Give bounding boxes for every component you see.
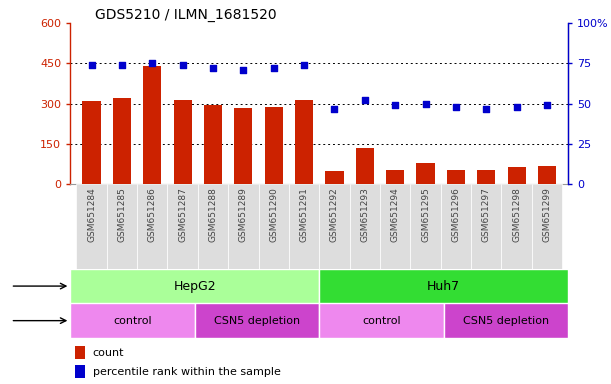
- Bar: [195, 303, 320, 338]
- Text: GSM651285: GSM651285: [117, 187, 126, 242]
- Text: GSM651298: GSM651298: [512, 187, 521, 242]
- Point: [481, 106, 491, 112]
- Bar: [76, 184, 107, 269]
- Bar: [75, 346, 85, 359]
- Bar: [441, 184, 471, 269]
- Bar: [70, 269, 320, 303]
- Point: [147, 60, 157, 66]
- Bar: [532, 184, 562, 269]
- Bar: [444, 303, 568, 338]
- Bar: [356, 148, 374, 184]
- Bar: [447, 170, 465, 184]
- Text: GSM651297: GSM651297: [481, 187, 491, 242]
- Point: [238, 67, 248, 73]
- Point: [542, 102, 552, 108]
- Bar: [198, 184, 228, 269]
- Bar: [471, 184, 502, 269]
- Text: Huh7: Huh7: [427, 280, 460, 293]
- Bar: [113, 98, 131, 184]
- Bar: [417, 163, 434, 184]
- Point: [420, 101, 430, 107]
- Text: GSM651287: GSM651287: [178, 187, 187, 242]
- Bar: [204, 105, 222, 184]
- Point: [512, 104, 522, 110]
- Point: [360, 98, 370, 104]
- Bar: [386, 170, 404, 184]
- Point: [451, 104, 461, 110]
- Text: GSM651299: GSM651299: [543, 187, 552, 242]
- Point: [269, 65, 279, 71]
- Text: CSN5 depletion: CSN5 depletion: [463, 316, 549, 326]
- Text: GSM651293: GSM651293: [360, 187, 369, 242]
- Text: GSM651295: GSM651295: [421, 187, 430, 242]
- Bar: [234, 108, 252, 184]
- Bar: [325, 171, 343, 184]
- Text: count: count: [93, 348, 124, 358]
- Bar: [82, 101, 101, 184]
- Text: CSN5 depletion: CSN5 depletion: [214, 316, 300, 326]
- Text: percentile rank within the sample: percentile rank within the sample: [93, 367, 280, 377]
- Bar: [477, 170, 496, 184]
- Bar: [265, 107, 283, 184]
- Text: GDS5210 / ILMN_1681520: GDS5210 / ILMN_1681520: [95, 8, 277, 22]
- Text: GSM651290: GSM651290: [269, 187, 278, 242]
- Bar: [143, 66, 161, 184]
- Bar: [174, 100, 192, 184]
- Bar: [228, 184, 258, 269]
- Text: GSM651289: GSM651289: [239, 187, 248, 242]
- Bar: [508, 167, 525, 184]
- Bar: [502, 184, 532, 269]
- Bar: [167, 184, 198, 269]
- Text: GSM651291: GSM651291: [299, 187, 309, 242]
- Text: GSM651292: GSM651292: [330, 187, 339, 242]
- Point: [117, 62, 126, 68]
- Bar: [538, 166, 556, 184]
- Text: GSM651296: GSM651296: [452, 187, 460, 242]
- Bar: [70, 303, 195, 338]
- Bar: [411, 184, 441, 269]
- Bar: [137, 184, 167, 269]
- Text: control: control: [113, 316, 152, 326]
- Point: [87, 62, 97, 68]
- Bar: [380, 184, 411, 269]
- Point: [329, 106, 339, 112]
- Point: [208, 65, 218, 71]
- Text: control: control: [362, 316, 401, 326]
- Text: GSM651288: GSM651288: [208, 187, 218, 242]
- Bar: [349, 184, 380, 269]
- Bar: [107, 184, 137, 269]
- Bar: [320, 184, 349, 269]
- Bar: [295, 100, 313, 184]
- Bar: [289, 184, 320, 269]
- Bar: [258, 184, 289, 269]
- Bar: [320, 269, 568, 303]
- Bar: [75, 365, 85, 378]
- Bar: [320, 303, 444, 338]
- Point: [299, 62, 309, 68]
- Text: GSM651294: GSM651294: [390, 187, 400, 242]
- Text: HepG2: HepG2: [174, 280, 216, 293]
- Point: [178, 62, 188, 68]
- Point: [390, 102, 400, 108]
- Text: GSM651286: GSM651286: [148, 187, 157, 242]
- Text: GSM651284: GSM651284: [87, 187, 96, 242]
